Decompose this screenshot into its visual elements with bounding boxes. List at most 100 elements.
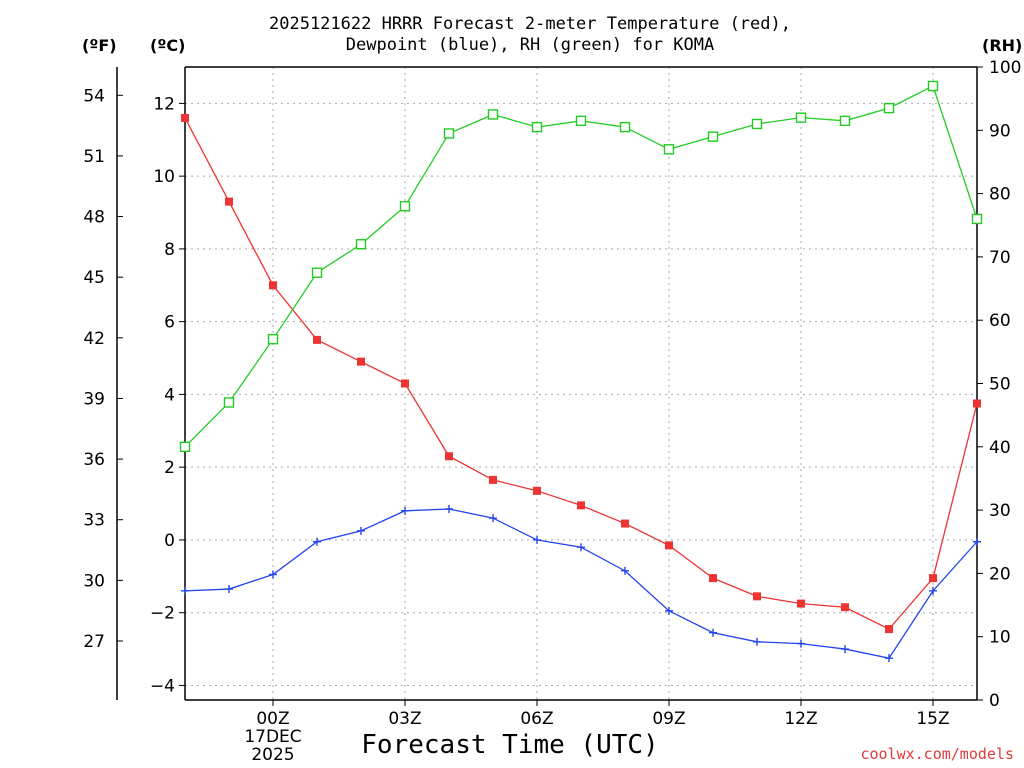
rh-tick-label: 10	[989, 628, 1011, 648]
rh-tick-label: 40	[989, 438, 1011, 458]
rh-tick-label: 60	[989, 311, 1011, 331]
rh-tick-label: 90	[989, 121, 1011, 141]
fahrenheit-tick-label: 36	[83, 450, 105, 470]
dewpoint-point	[445, 505, 453, 514]
x-tick-label: 00Z	[256, 709, 289, 729]
rh-point	[883, 102, 895, 114]
celsius-tick-label: 8	[164, 240, 175, 260]
rh-point	[971, 213, 983, 225]
chart-title-line1: 2025121622 HRRR Forecast 2-meter Tempera…	[269, 14, 791, 34]
temperature-point	[533, 486, 541, 495]
dewpoint-point	[181, 586, 189, 595]
x-tick-label: 12Z	[784, 709, 817, 729]
x-tick-label: 09Z	[652, 709, 685, 729]
celsius-tick-label: 12	[153, 94, 175, 114]
rh-point	[311, 267, 323, 278]
fahrenheit-tick-label: 48	[83, 208, 105, 228]
rh-point	[531, 121, 543, 133]
temperature-point	[973, 399, 981, 408]
dewpoint-point	[665, 606, 673, 615]
chart-gridlines	[185, 67, 977, 700]
fahrenheit-tick-label: 42	[83, 329, 105, 349]
dewpoint-point	[841, 645, 849, 654]
fahrenheit-tick-label: 51	[83, 147, 105, 167]
credit-text: coolwx.com/models	[860, 745, 1014, 763]
rh-tick-label: 80	[989, 185, 1011, 205]
rh-point	[575, 115, 587, 127]
dewpoint-point	[929, 586, 937, 595]
dewpoint-point	[489, 514, 497, 523]
dewpoint-point	[313, 537, 321, 546]
dewpoint-point	[973, 537, 981, 546]
rh-tick-label: 100	[989, 58, 1021, 78]
temperature-point	[181, 113, 189, 122]
dewpoint-line	[184, 508, 978, 659]
temperature-point	[489, 475, 497, 484]
temperature-point	[797, 599, 805, 608]
celsius-tick-label: 0	[164, 531, 175, 551]
rh-point	[487, 109, 499, 120]
fahrenheit-tick-label: 30	[83, 571, 105, 591]
temperature-point	[313, 335, 321, 344]
dewpoint-series	[181, 505, 981, 663]
rh-point	[707, 131, 719, 142]
celsius-tick-label: 6	[164, 313, 175, 333]
rh-point	[223, 397, 235, 408]
dewpoint-point	[621, 566, 629, 575]
x-tick-date-label: 17DEC	[244, 727, 301, 747]
temperature-point	[709, 574, 717, 583]
x-tick-year-label: 2025	[251, 745, 294, 765]
chart-title: 2025121622 HRRR Forecast 2-meter Tempera…	[230, 14, 830, 56]
celsius-tick-label: 10	[153, 167, 175, 187]
temperature-point	[269, 281, 277, 290]
dewpoint-point	[885, 654, 893, 663]
rh-tick-label: 20	[989, 564, 1011, 584]
celsius-unit-label: (ºC)	[150, 36, 186, 55]
rh-tick-label: 0	[989, 691, 1000, 711]
temperature-point	[225, 197, 233, 206]
fahrenheit-tick-label: 54	[83, 86, 105, 106]
fahrenheit-tick-label: 33	[83, 511, 105, 531]
temperature-point	[929, 574, 937, 583]
chart-title-line2: Dewpoint (blue), RH (green) for KOMA	[345, 35, 715, 55]
temperature-point	[753, 592, 761, 601]
fahrenheit-unit-label: (ºF)	[82, 36, 117, 55]
temperature-point	[885, 625, 893, 634]
rh-point	[355, 239, 367, 250]
dewpoint-point	[533, 535, 541, 544]
rh-point	[619, 121, 631, 133]
chart-tick-labels: −4 −2 0 2 4 6 8 10 12 27 30 33 36 39 42 45 48 51 54 0 10 20 30…	[83, 58, 1021, 765]
dewpoint-point	[577, 543, 585, 552]
rh-point	[839, 115, 851, 127]
temperature-point	[401, 379, 409, 388]
rh-point	[795, 112, 807, 123]
temperature-point	[577, 501, 585, 510]
fahrenheit-tick-label: 39	[83, 389, 105, 409]
rh-tick-label: 70	[989, 248, 1011, 268]
dewpoint-point	[753, 637, 761, 646]
celsius-tick-label: −2	[150, 604, 175, 624]
rh-point	[927, 80, 939, 92]
celsius-tick-label: 2	[164, 458, 175, 478]
temperature-point	[841, 603, 849, 612]
chart-series	[179, 80, 983, 663]
rh-point	[267, 333, 279, 345]
dewpoint-point	[357, 526, 365, 535]
rh-unit-label: (RH)	[982, 36, 1023, 55]
rh-point	[443, 128, 455, 139]
temperature-point	[357, 357, 365, 366]
x-tick-label: 06Z	[520, 709, 553, 729]
temperature-point	[621, 519, 629, 528]
temperature-point	[665, 541, 673, 550]
rh-point	[399, 201, 411, 212]
rh-point	[751, 118, 763, 130]
temperature-series	[181, 113, 981, 634]
dewpoint-point	[269, 570, 277, 579]
celsius-tick-label: 4	[164, 385, 175, 405]
x-tick-label: 15Z	[916, 709, 949, 729]
rh-point	[179, 441, 191, 452]
rh-tick-label: 30	[989, 501, 1011, 521]
fahrenheit-tick-label: 27	[83, 632, 105, 652]
rh-line	[184, 85, 978, 448]
